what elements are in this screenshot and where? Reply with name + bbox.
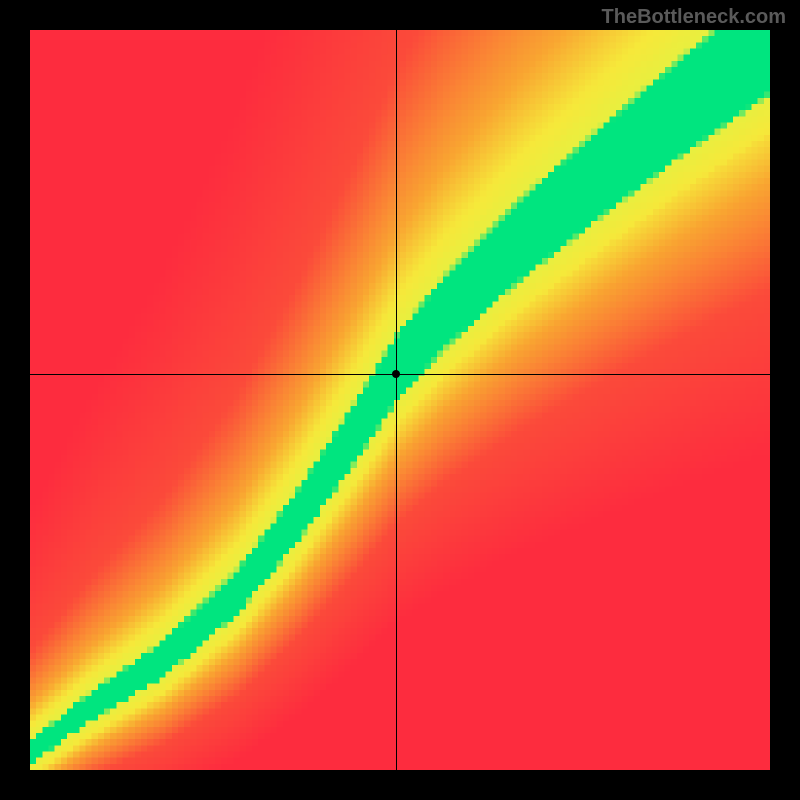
watermark-text: TheBottleneck.com [602,6,786,29]
crosshair-vertical [396,30,397,770]
plot-area [30,30,770,770]
bottleneck-heatmap [30,30,770,770]
selection-marker [392,370,400,378]
